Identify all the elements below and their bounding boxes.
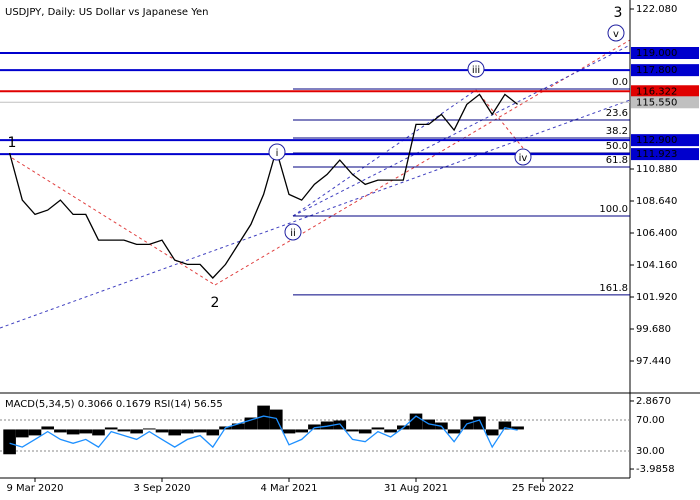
level-label: 112.900 [636, 135, 677, 146]
macd-bar [155, 429, 169, 433]
macd-bar [130, 429, 143, 434]
macd-bar [308, 424, 321, 430]
trend-line [214, 39, 631, 286]
y-tick-label: -3.9858 [636, 464, 675, 475]
macd-bar [320, 421, 334, 430]
macd-bar [358, 429, 372, 434]
level-box [631, 96, 699, 109]
level-box [631, 134, 699, 147]
trend-line [292, 89, 477, 217]
fib-label: 50.0 [606, 141, 628, 152]
y-tick-label: 122.080 [636, 4, 677, 15]
wave-label: v [613, 29, 619, 40]
y-tick-label: 106.400 [636, 228, 677, 239]
macd-bar [117, 429, 131, 432]
fib-label: 38.2 [606, 126, 628, 137]
macd-bar [16, 429, 29, 438]
macd-bar [346, 429, 359, 432]
macd-bar [511, 426, 524, 430]
wave-circle [607, 24, 625, 42]
x-tick-label: 31 Aug 2021 [384, 483, 448, 494]
rsi-line [9, 415, 518, 449]
fib-label: 0.0 [612, 77, 628, 88]
macd-bar [143, 428, 156, 430]
macd-bar [92, 429, 105, 436]
macd-bar [473, 416, 486, 430]
wave-circle [467, 60, 485, 78]
level-box [631, 85, 699, 98]
wave-circle [284, 223, 302, 241]
level-box [631, 64, 699, 77]
y2-tick-label: 70.00 [636, 415, 665, 426]
macd-bar [206, 429, 220, 436]
y-tick-label: 99.680 [636, 324, 671, 335]
macd-bar [384, 429, 397, 433]
price-line [8, 93, 519, 279]
macd-bar [41, 426, 54, 430]
wave-label: i [276, 148, 279, 159]
wave-label: iii [472, 65, 480, 76]
wave-label: iv [519, 153, 528, 164]
level-label: 115.550 [636, 97, 677, 108]
level-box [631, 47, 699, 59]
macd-bar [54, 429, 67, 433]
y-tick-label: 110.880 [636, 164, 677, 175]
y-tick-label: 2.8670 [636, 396, 671, 407]
wave-label: 2 [211, 295, 220, 311]
wave-label: 1 [8, 135, 17, 151]
y-tick-label: 108.640 [636, 196, 677, 207]
x-tick-label: 9 Mar 2020 [6, 483, 63, 494]
wave-label: 3 [614, 5, 623, 21]
fib-label: 61.8 [606, 155, 628, 166]
macd-bar [193, 429, 207, 433]
macd-bar [66, 429, 80, 435]
indicator-title: MACD(5,34,5) 0.3066 0.1679 RSI(14) 56.55 [5, 399, 223, 410]
macd-bar [371, 427, 385, 430]
x-tick-label: 4 Mar 2021 [260, 483, 317, 494]
macd-bar [231, 423, 245, 430]
level-box [631, 148, 699, 161]
y-tick-label: 101.920 [636, 292, 677, 303]
macd-bar [3, 429, 16, 455]
level-label: 117.800 [636, 65, 677, 76]
macd-bar [333, 420, 347, 430]
wave-circle [514, 148, 532, 166]
macd-bar [257, 405, 270, 430]
fib-label: 100.0 [599, 204, 628, 215]
macd-bar [282, 429, 296, 434]
macd-bar [244, 417, 258, 430]
wave-label: ii [290, 228, 296, 239]
chart-title: USDJPY, Daily: US Dollar vs Japanese Yen [5, 7, 209, 18]
macd-bar [485, 429, 499, 436]
macd-bar [28, 429, 42, 436]
wave-circle [268, 143, 286, 161]
x-tick-label: 25 Feb 2022 [512, 483, 574, 494]
level-label: 116.322 [636, 86, 677, 97]
macd-bar [181, 429, 194, 434]
fib-label: 23.6 [606, 108, 628, 119]
macd-bar [447, 429, 461, 434]
trend-line [11, 157, 216, 286]
y-tick-label: 104.160 [636, 260, 677, 271]
level-label: 111.923 [636, 149, 677, 160]
macd-bar [168, 429, 181, 436]
macd-bar [79, 429, 93, 434]
fib-label: 161.8 [599, 283, 628, 294]
y2-tick-label: 30.00 [636, 446, 665, 457]
trend-line [292, 44, 631, 217]
x-tick-label: 3 Sep 2020 [133, 483, 190, 494]
y-tick-label: 97.440 [636, 356, 671, 367]
level-label: 119.000 [636, 48, 677, 59]
macd-bar [498, 421, 512, 430]
macd-bar [104, 427, 118, 430]
macd-bar [295, 429, 308, 433]
